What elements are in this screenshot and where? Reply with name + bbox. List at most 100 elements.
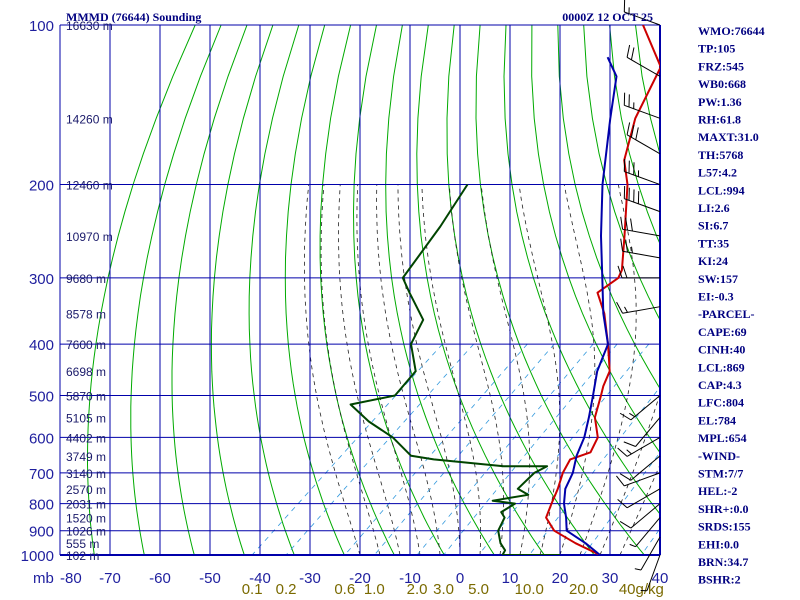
mixing-ratio-label: 2.0 (407, 581, 428, 598)
mixing-ratio-label: 5.0 (468, 581, 489, 598)
background-grid (87, 25, 800, 555)
dewpoint-line (349, 183, 560, 555)
pressure-tick-label: 900 (29, 524, 54, 541)
stat-line: SI:6.7 (698, 219, 728, 233)
mixing-ratio-labels: 0.1 0.2 0.6 1.0 2.0 3.0 5.0 10.0 20.0 40g/kg (242, 581, 664, 598)
wind-barb-flag (630, 47, 635, 60)
height-labels: 16630 m 14260 m 12460 m 10970 m 9680 m 8578 m… (66, 19, 113, 563)
wind-barb-flag (617, 499, 628, 509)
wind-barb-staff (635, 517, 661, 548)
dry-adiabat (352, 25, 445, 555)
wind-barb-half-flag (631, 246, 633, 254)
stat-line: SRDS:155 (698, 520, 751, 534)
x-axis-prefix: mb (33, 570, 54, 587)
wind-barb-flag (626, 44, 631, 58)
wind-barb-flag (617, 447, 628, 457)
pressure-tick-label: 700 (29, 466, 54, 483)
dry-adiabat (284, 25, 345, 555)
height-label: 14260 m (66, 112, 113, 126)
moist-adiabat (397, 184, 461, 555)
pressure-tick-label: 400 (29, 337, 54, 354)
mixing-ratio-label: 40g/kg (619, 581, 664, 598)
wind-barb-staff (646, 554, 661, 591)
mixing-ratio-label: 0.6 (334, 581, 355, 598)
height-label: 6698 m (66, 365, 106, 379)
dry-adiabat (583, 25, 660, 321)
stat-line: WB0:668 (698, 77, 746, 91)
mixing-ratio-line (285, 343, 474, 555)
height-label: 10970 m (66, 230, 113, 244)
stat-line: L57:4.2 (698, 166, 737, 180)
mixing-ratio-label: 20.0 (569, 581, 598, 598)
stat-line: WMO:76644 (698, 24, 765, 38)
temperature-tick-label: -40 (249, 570, 271, 587)
temperature-tick-label: -30 (299, 570, 321, 587)
pressure-axis-labels: 100 200 300 400 500 600 700 800 900 1000 (21, 18, 54, 565)
stat-line: STM:7/7 (698, 467, 743, 481)
temperature-tick-label: -60 (149, 570, 171, 587)
pressure-tick-label: 800 (29, 497, 54, 514)
temperature-tick-label: -70 (99, 570, 121, 587)
dry-adiabat (171, 25, 248, 555)
stat-line: TH:5768 (698, 148, 743, 162)
stat-line: LI:2.6 (698, 201, 730, 215)
moist-adiabat (599, 392, 660, 555)
height-label: 8578 m (66, 307, 106, 321)
height-label: 102 m (66, 549, 99, 563)
stat-line: TT:35 (698, 236, 729, 250)
height-label: 1520 m (66, 512, 106, 526)
stat-line: EHI:0.0 (698, 537, 739, 551)
stat-line: CAP:4.3 (698, 378, 742, 392)
dry-adiabat (319, 25, 395, 555)
height-label: 9680 m (66, 272, 106, 286)
wind-barb-flag (619, 412, 632, 421)
wind-barb-staff (622, 250, 661, 259)
stat-line: RH:61.8 (698, 113, 741, 127)
temperature-tick-label: 40 (652, 570, 669, 587)
pressure-tick-label: 1000 (21, 548, 54, 565)
wind-barb-staff (630, 395, 661, 421)
wind-barb-staff (640, 536, 661, 571)
pressure-tick-label: 500 (29, 388, 54, 405)
wind-barb-flag (626, 122, 631, 135)
wind-barb-half-flag (629, 543, 636, 548)
pressure-tick-label: 200 (29, 178, 54, 195)
height-label: 4402 m (66, 431, 106, 445)
stat-line: CAPE:69 (698, 325, 747, 339)
dry-adiabat (130, 25, 222, 555)
height-label: 3749 m (66, 450, 106, 464)
dry-adiabat (791, 25, 800, 555)
wind-barb-flag (620, 216, 624, 230)
wind-barb-flag (625, 239, 628, 253)
wind-barb-flag (620, 238, 624, 252)
wind-barb-staff (635, 417, 661, 447)
wind-barb-staff (622, 306, 661, 314)
stats-panel: WMO:76644 TP:105 FRZ:545 WB0:668 PW:1.36 RH:6… (698, 24, 765, 587)
wind-barb-staff (626, 436, 661, 457)
stat-line: MAXT:31.0 (698, 130, 759, 144)
mixing-ratio-label: 0.1 (242, 581, 263, 598)
dry-adiabat (248, 25, 300, 555)
height-label: 12460 m (66, 179, 113, 193)
stat-line: EL:784 (698, 413, 736, 427)
dry-adiabat (416, 25, 545, 555)
wind-barb-flag (619, 521, 632, 529)
wind-barb-flag (622, 265, 628, 279)
mixing-ratio-label: 0.2 (276, 581, 297, 598)
stat-line: TP:105 (698, 42, 735, 56)
wind-barb-staff (624, 171, 661, 186)
mixing-ratio-label: 3.0 (433, 581, 454, 598)
temperature-tick-label: -50 (199, 570, 221, 587)
moist-adiabat (480, 184, 531, 555)
wind-barb-flag (630, 218, 633, 232)
height-label: 2570 m (66, 483, 106, 497)
height-label: 555 m (66, 537, 99, 551)
wind-barb-staff (624, 198, 661, 213)
height-label: 7600 m (66, 338, 106, 352)
dry-adiabat (87, 25, 196, 555)
height-label: 16630 m (66, 19, 113, 33)
pressure-tick-label: 100 (29, 18, 54, 35)
temperature-tick-label: -20 (349, 570, 371, 587)
pressure-tick-label: 600 (29, 430, 54, 447)
